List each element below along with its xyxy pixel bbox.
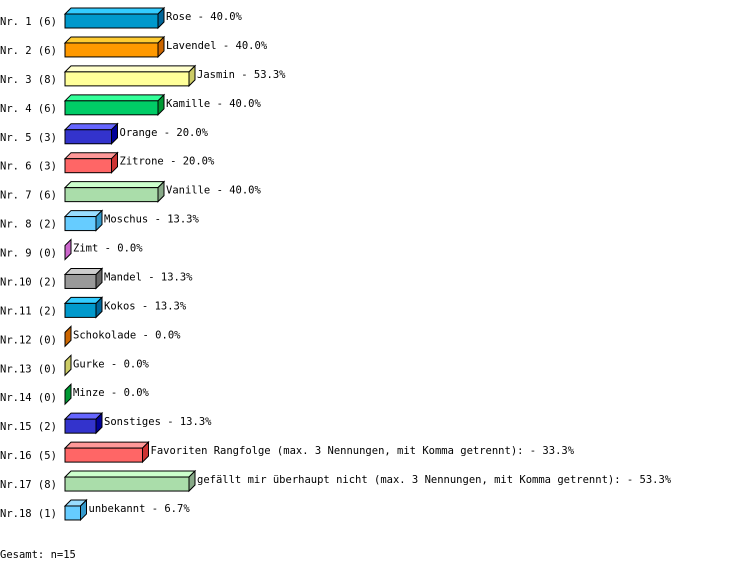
category-label: Nr.13 (0)	[0, 363, 57, 375]
bar	[64, 42, 159, 58]
bar	[64, 447, 143, 463]
bar-value-label: Zitrone - 20.0%	[120, 156, 216, 168]
bar-top	[63, 123, 119, 131]
category-label: Nr. 9 (0)	[0, 248, 57, 260]
category-label: Nr. 8 (2)	[0, 219, 57, 231]
category-label: Nr. 4 (6)	[0, 103, 57, 115]
category-label: Nr. 1 (6)	[0, 16, 57, 28]
category-label: Nr.11 (2)	[0, 305, 57, 317]
bar	[64, 187, 159, 203]
category-label: Nr.12 (0)	[0, 334, 57, 346]
category-label: Nr.18 (1)	[0, 508, 57, 520]
bar-top	[63, 181, 166, 189]
bar-value-label: gefällt mir überhaupt nicht (max. 3 Nenn…	[197, 474, 672, 486]
bar-value-label: Kokos - 13.3%	[104, 300, 187, 312]
bar-top	[63, 65, 197, 73]
category-label: Nr.16 (5)	[0, 450, 57, 462]
bar-top	[63, 94, 166, 102]
bar-value-label: Mandel - 13.3%	[104, 271, 193, 283]
bar	[64, 505, 81, 521]
bar	[64, 13, 159, 29]
bar-value-label: unbekannt - 6.7%	[89, 503, 191, 515]
bar-value-label: Lavendel - 40.0%	[166, 40, 268, 52]
bar-value-label: Schokolade - 0.0%	[73, 329, 181, 341]
category-label: Nr. 2 (6)	[0, 45, 57, 57]
bar-value-label: Zimt - 0.0%	[73, 243, 143, 255]
bar	[64, 418, 97, 434]
bar	[64, 302, 97, 318]
bar	[64, 158, 112, 174]
bar-zero	[64, 325, 72, 348]
bar-value-label: Favoriten Rangfolge (max. 3 Nennungen, m…	[151, 445, 575, 457]
bar	[64, 129, 112, 145]
category-label: Nr.17 (8)	[0, 479, 57, 491]
bar	[64, 100, 159, 116]
bar-value-label: Rose - 40.0%	[166, 11, 243, 23]
category-label: Nr.14 (0)	[0, 392, 57, 404]
category-label: Nr.15 (2)	[0, 421, 57, 433]
bar-top	[63, 152, 119, 160]
category-label: Nr. 3 (8)	[0, 74, 57, 86]
category-label: Nr. 7 (6)	[0, 190, 57, 202]
bar-value-label: Kamille - 40.0%	[166, 98, 262, 110]
category-label: Nr. 6 (3)	[0, 161, 57, 173]
bar-top	[63, 470, 197, 478]
category-label: Nr.10 (2)	[0, 276, 57, 288]
total-label: Gesamt: n=15	[0, 549, 76, 561]
bar-value-label: Moschus - 13.3%	[104, 214, 200, 226]
bar-value-label: Orange - 20.0%	[120, 127, 209, 139]
bar-value-label: Jasmin - 53.3%	[197, 69, 286, 81]
bar-value-label: Vanille - 40.0%	[166, 185, 262, 197]
bar-zero	[64, 383, 72, 406]
bar-top	[63, 441, 150, 449]
bar-value-label: Minze - 0.0%	[73, 387, 150, 399]
category-label: Nr. 5 (3)	[0, 132, 57, 144]
bar-top	[63, 36, 166, 44]
bar-value-label: Gurke - 0.0%	[73, 358, 150, 370]
bar	[64, 216, 97, 232]
bar	[64, 71, 190, 87]
bar-zero	[64, 238, 72, 261]
bar-value-label: Sonstiges - 13.3%	[104, 416, 212, 428]
bar-top	[63, 7, 166, 15]
bar	[64, 476, 190, 492]
bar-zero	[64, 354, 72, 377]
bar	[64, 273, 97, 289]
